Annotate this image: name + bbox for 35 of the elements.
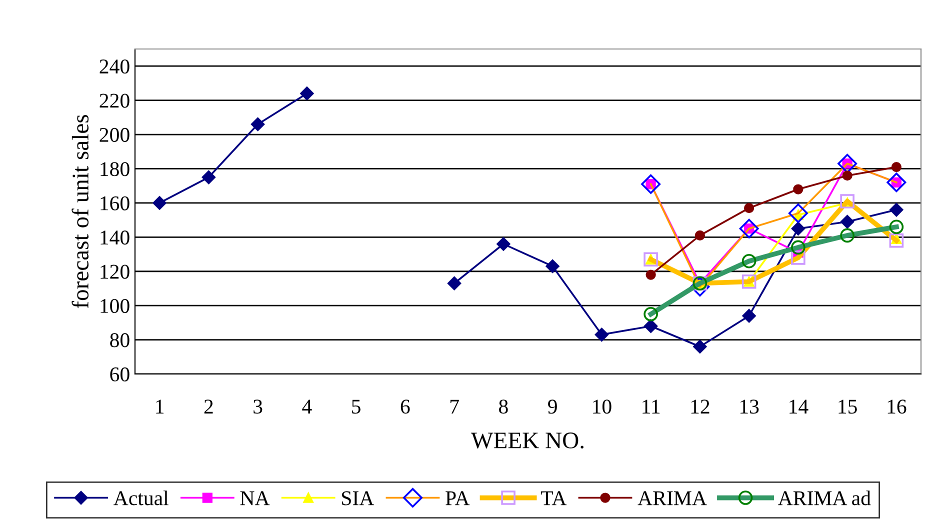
y-tick-label: 140 [100, 230, 130, 245]
y-tick-label: 100 [100, 298, 130, 314]
legend-label: ARIMA [638, 491, 707, 506]
y-tick-label: 60 [110, 367, 130, 382]
x-tick-label: 12 [691, 400, 710, 414]
legend-label: SIA [342, 491, 374, 506]
legend-label: NA [240, 491, 270, 506]
y-tick-label: 160 [100, 196, 130, 210]
x-tick-label: 10 [593, 400, 612, 414]
x-tick-label: 3 [254, 400, 262, 414]
y-tick-label: 240 [100, 59, 130, 74]
y-tick-label: 80 [110, 333, 130, 348]
x-tick-label: 5 [352, 400, 360, 414]
y-tick-label: 180 [100, 162, 130, 176]
x-tick-label: 14 [790, 400, 808, 414]
x-tick-label: 15 [838, 400, 857, 414]
y-tick-label: 200 [100, 128, 130, 142]
legend-label: TA [540, 491, 567, 506]
y-tick-label: 220 [100, 94, 130, 108]
x-axis-title: WEEK NO. [470, 432, 584, 449]
x-tick-label: 1 [156, 400, 164, 414]
x-tick-label: 16 [888, 400, 906, 414]
x-tick-label: 2 [204, 400, 213, 414]
x-tick-label: 4 [302, 400, 312, 414]
legend-label: PA [446, 491, 470, 506]
x-tick-label: 11 [642, 400, 660, 414]
x-tick-label: 6 [400, 400, 410, 414]
x-tick-label: 8 [499, 400, 508, 414]
legend-label: Actual [114, 490, 168, 506]
y-axis-title: forecast of unit sales [72, 114, 89, 308]
y-tick-label: 120 [100, 264, 130, 279]
x-tick-label: 9 [548, 400, 557, 414]
x-tick-label: 13 [740, 400, 759, 414]
x-tick-label: 7 [450, 400, 459, 414]
legend-label: ARIMA ad [778, 490, 871, 506]
